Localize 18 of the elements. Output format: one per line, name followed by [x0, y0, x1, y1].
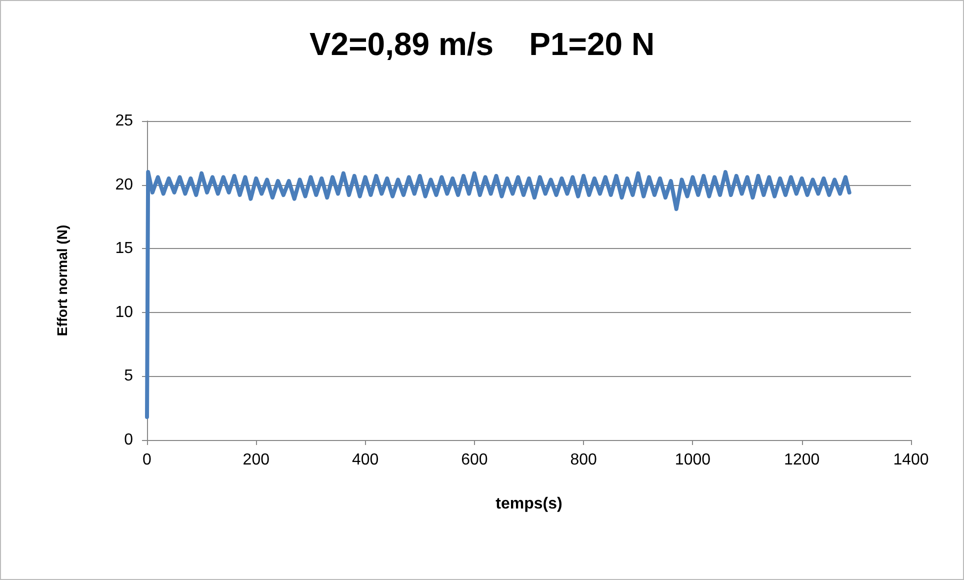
y-tick-label: 5: [124, 368, 134, 385]
line-series: [145, 170, 852, 420]
x-tick-label: 800: [570, 452, 598, 468]
chart-title: V2=0,89 m/s P1=20 N: [309, 26, 655, 62]
x-tick-label: 0: [142, 452, 152, 468]
x-tick-label: 1000: [674, 452, 711, 468]
x-axis-title: temps(s): [496, 496, 562, 512]
y-tick-label: 15: [115, 240, 134, 258]
y-tick-label: 25: [115, 112, 134, 130]
y-tick-label: 20: [115, 176, 134, 194]
x-tick-label: 600: [461, 452, 488, 468]
x-tick-label: 200: [242, 452, 270, 468]
x-tick-label: 1400: [893, 452, 929, 468]
y-tick-label: 10: [115, 304, 134, 321]
x-tick-label: 1200: [784, 452, 820, 468]
x-tick-label: 400: [352, 452, 379, 468]
y-axis-title: Effort normal (N): [54, 224, 70, 336]
y-tick-label: 0: [124, 432, 134, 448]
